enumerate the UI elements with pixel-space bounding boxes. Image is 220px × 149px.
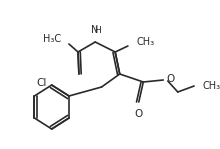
Text: H₃C: H₃C xyxy=(43,34,61,44)
Text: N: N xyxy=(91,25,98,35)
Text: O: O xyxy=(166,74,174,84)
Text: Cl: Cl xyxy=(36,78,46,88)
Text: CH₃: CH₃ xyxy=(136,37,154,47)
Text: H: H xyxy=(94,26,100,35)
Text: CH₃: CH₃ xyxy=(202,81,220,91)
Text: O: O xyxy=(135,109,143,119)
